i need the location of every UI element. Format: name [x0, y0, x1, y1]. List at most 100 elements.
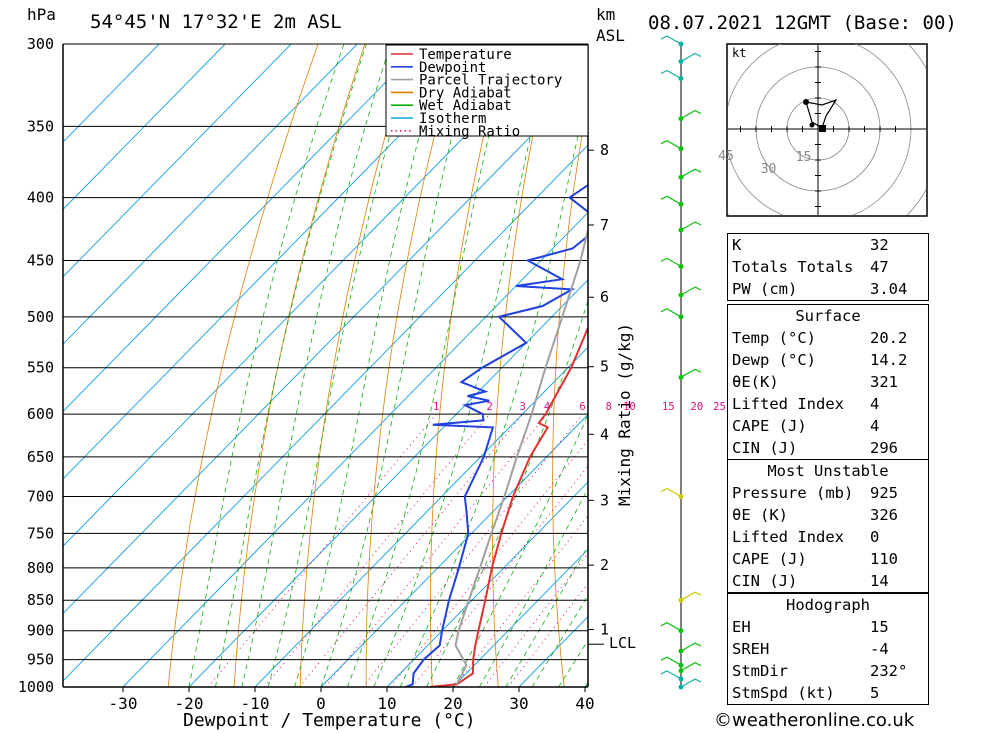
- isotherm-line: [386, 481, 588, 687]
- mixing-ratio-label: 2: [486, 401, 492, 413]
- wind-level-marker: [678, 628, 684, 634]
- dry-adiabat-line: [552, 98, 588, 687]
- surface-value: 4: [870, 417, 880, 435]
- wind-barb: [660, 69, 682, 80]
- mixing-ratio-label: 25: [713, 401, 726, 413]
- surface-row: Dewp (°C) 14.2: [728, 349, 928, 371]
- km-tick-label: 1: [600, 621, 609, 639]
- pressure-tick-label: 600: [27, 405, 54, 423]
- wind-level-marker: [678, 263, 684, 269]
- hodograph-point: [809, 122, 815, 128]
- dry-adiabat-line: [167, 44, 319, 687]
- km-tick-label: 3: [600, 491, 609, 509]
- surface-row: Temp (°C) 20.2: [728, 327, 928, 349]
- wind-barb: [680, 642, 702, 652]
- mixing-ratio-axis-title: Mixing Ratio (g/kg): [615, 323, 634, 506]
- wind-barb: [680, 662, 702, 672]
- wet-adiabat-line: [505, 545, 588, 687]
- mixing-ratio-labels: 1 2 3 4 6 8 10 15 20 25: [433, 401, 726, 413]
- mu-value: 925: [870, 484, 898, 502]
- mixing-ratio-label: 6: [579, 401, 585, 413]
- km-unit-label: km: [596, 5, 615, 24]
- km-tick-label: 6: [600, 288, 609, 306]
- hodograph-trace: [805, 98, 838, 129]
- wind-barb: [680, 221, 702, 231]
- parcel-trajectory-profile: [454, 225, 588, 685]
- surface-row: θE(K) 321: [728, 371, 928, 393]
- isotherm-line: [63, 44, 358, 345]
- wind-barb: [660, 622, 682, 632]
- mu-label: Lifted Index: [732, 528, 844, 546]
- hodograph-frame: [726, 43, 928, 217]
- legend-label: Isotherm: [419, 111, 486, 127]
- dry-adiabat-line: [429, 44, 506, 687]
- km-tick-label: 2: [600, 556, 609, 574]
- mu-row: θE (K) 326: [728, 504, 928, 526]
- dry-adiabat-line: [233, 44, 366, 687]
- mixing-ratio-label: 20: [691, 401, 704, 413]
- index-label: K: [732, 236, 742, 254]
- indices-table: K 32 Totals Totals 47 PW (cm) 3.04: [727, 233, 929, 301]
- wind-level-marker: [678, 59, 684, 65]
- mixing-ratio-label: 10: [623, 401, 636, 413]
- mu-label: θE (K): [732, 506, 788, 524]
- surface-row: Lifted Index 4: [728, 393, 928, 415]
- hodo-value: -4: [870, 640, 889, 658]
- hodograph-ring-label: 45: [718, 149, 734, 164]
- lcl-label: LCL: [609, 634, 636, 652]
- isotherm-line: [63, 44, 226, 211]
- wind-barb: [660, 35, 682, 45]
- isotherm-line: [320, 413, 588, 687]
- surface-value: 321: [870, 373, 898, 391]
- mu-row: Pressure (mb) 925: [728, 482, 928, 504]
- wind-barb: [680, 591, 702, 601]
- isotherm-line: [63, 77, 588, 615]
- pressure-tick-label: 1000: [18, 678, 54, 696]
- surface-title: Surface: [795, 307, 861, 325]
- km-tick-label: 5: [600, 358, 609, 376]
- surface-table: Surface Temp (°C) 20.2 Dewp (°C) 14.2 θE(K…: [727, 304, 929, 460]
- wet-adiabat-line: [479, 487, 588, 687]
- wind-barb: [680, 678, 702, 688]
- x-tick-label: -30: [109, 694, 138, 713]
- surface-label: CIN (J): [732, 439, 798, 457]
- hodograph-ring-label: 15: [796, 150, 812, 165]
- index-label: Totals Totals: [732, 258, 854, 276]
- pressure-tick-label: 700: [27, 488, 54, 506]
- surface-row: CIN (J) 296: [728, 437, 928, 459]
- credit-link[interactable]: ©weatheronline.co.uk: [714, 710, 915, 731]
- wind-barb: [680, 168, 702, 178]
- wind-level-marker: [678, 494, 684, 500]
- pressure-tick-label: 750: [27, 524, 54, 542]
- surface-value: 14.2: [870, 351, 908, 369]
- hodograph-table: Hodograph EH 15 SREH -4 StmDir 232° StmSpd …: [727, 593, 929, 705]
- wind-barb: [660, 140, 682, 150]
- sounding-profiles: [405, 93, 588, 687]
- wind-barb: [680, 368, 702, 378]
- surface-label: Dewp (°C): [732, 351, 816, 369]
- hodo-value: 15: [870, 618, 889, 636]
- surface-label: θE(K): [732, 373, 779, 391]
- mu-label: CIN (J): [732, 572, 798, 590]
- hodo-value: 232°: [870, 662, 908, 680]
- index-value: 32: [870, 236, 889, 254]
- wind-level-marker: [678, 597, 684, 603]
- wind-level-marker: [678, 374, 684, 380]
- wind-level-marker: [678, 146, 684, 152]
- surface-value: 296: [870, 439, 898, 457]
- hodo-label: StmDir: [732, 662, 788, 680]
- isotherm-line: [254, 346, 588, 687]
- x-tick-label: 30: [509, 694, 528, 713]
- km-tick-label: 4: [600, 425, 609, 443]
- index-row-totals: Totals Totals 47: [728, 256, 928, 278]
- isotherm-line: [63, 44, 292, 278]
- legend-label: Parcel Trajectory: [419, 73, 562, 89]
- asl-unit-label: ASL: [596, 26, 625, 45]
- x-tick-label: 20: [443, 694, 462, 713]
- surface-value: 4: [870, 395, 880, 413]
- isotherm-line: [122, 211, 588, 687]
- mu-value: 110: [870, 550, 898, 568]
- wind-level-marker: [678, 676, 684, 682]
- most-unstable-title: Most Unstable: [767, 462, 889, 480]
